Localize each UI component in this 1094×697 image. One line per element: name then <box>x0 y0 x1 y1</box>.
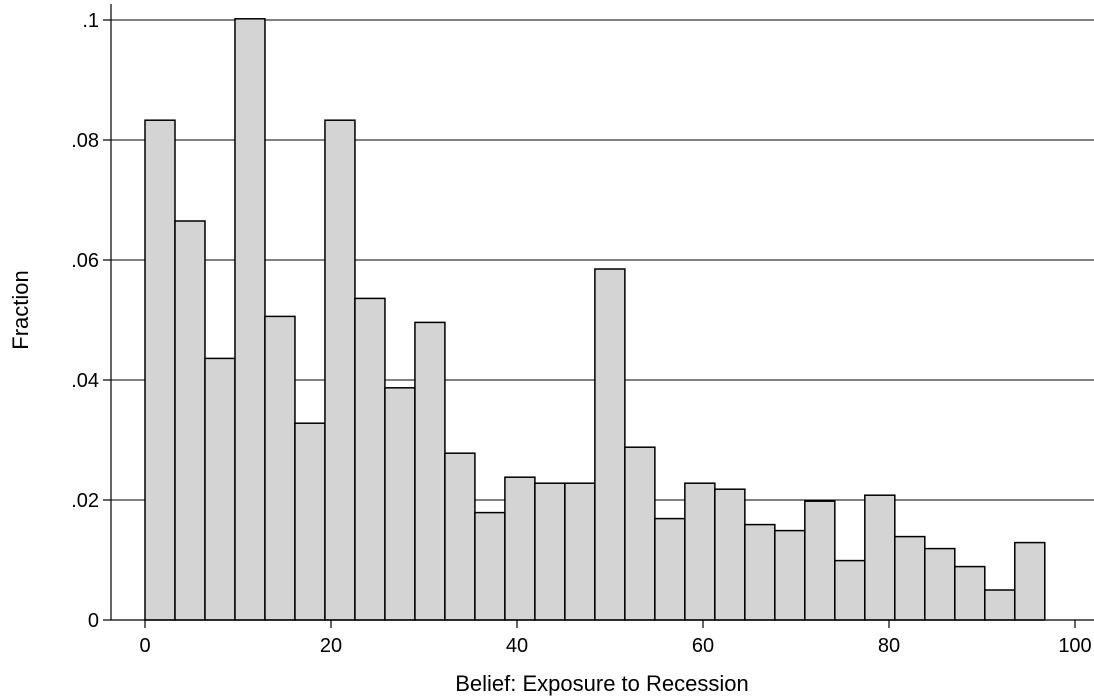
histogram-bar <box>744 523 776 621</box>
x-tick-label: 0 <box>139 635 150 657</box>
axes <box>110 4 1094 621</box>
histogram-bar <box>684 482 716 621</box>
y-tick-label: .1 <box>82 10 99 32</box>
y-tick-label: .08 <box>71 130 99 152</box>
histogram-bar <box>924 547 956 621</box>
histogram-bar <box>204 357 236 621</box>
histogram-bar <box>624 446 656 621</box>
histogram-bar <box>894 535 926 621</box>
histogram-bar <box>174 220 206 621</box>
histogram-bar <box>534 482 566 621</box>
histogram-bar <box>354 297 386 621</box>
y-tick-label: .04 <box>71 370 99 392</box>
x-tick-label: 40 <box>506 635 528 657</box>
histogram-bar <box>864 494 896 621</box>
histogram-bar <box>504 476 536 621</box>
x-tick-label: 20 <box>320 635 342 657</box>
histogram-bar <box>1014 541 1046 621</box>
y-tick-label: .06 <box>71 250 99 272</box>
histogram-bar <box>264 315 296 621</box>
histogram-bar <box>564 482 596 621</box>
histogram-bar <box>984 589 1016 621</box>
y-axis-title: Fraction <box>8 270 33 349</box>
histogram-bar <box>144 119 176 621</box>
y-axis-ticks: 0 .02 .04 .06 .08 .1 <box>71 10 111 632</box>
histogram-bar <box>954 565 986 621</box>
histogram-bar <box>384 387 416 621</box>
y-tick-label: .02 <box>71 490 99 512</box>
bars <box>144 18 1046 621</box>
histogram-bar <box>234 18 266 621</box>
x-axis-title: Belief: Exposure to Recession <box>455 671 749 696</box>
x-tick-label: 80 <box>878 635 900 657</box>
y-tick-label: 0 <box>88 610 99 632</box>
histogram-bar <box>804 500 836 621</box>
histogram-bar <box>774 529 806 621</box>
histogram-bar <box>414 321 446 621</box>
histogram-bar <box>444 452 476 621</box>
x-axis-ticks: 0 20 40 60 80 100 <box>139 620 1092 657</box>
histogram-bar <box>654 517 686 621</box>
histogram-bar <box>594 268 626 621</box>
x-tick-label: 100 <box>1058 635 1091 657</box>
histogram-bar <box>714 488 746 621</box>
histogram-bar <box>324 119 356 621</box>
histogram-bar <box>834 559 866 621</box>
histogram-bar <box>474 511 506 621</box>
histogram-bar <box>294 422 326 621</box>
x-tick-label: 60 <box>692 635 714 657</box>
